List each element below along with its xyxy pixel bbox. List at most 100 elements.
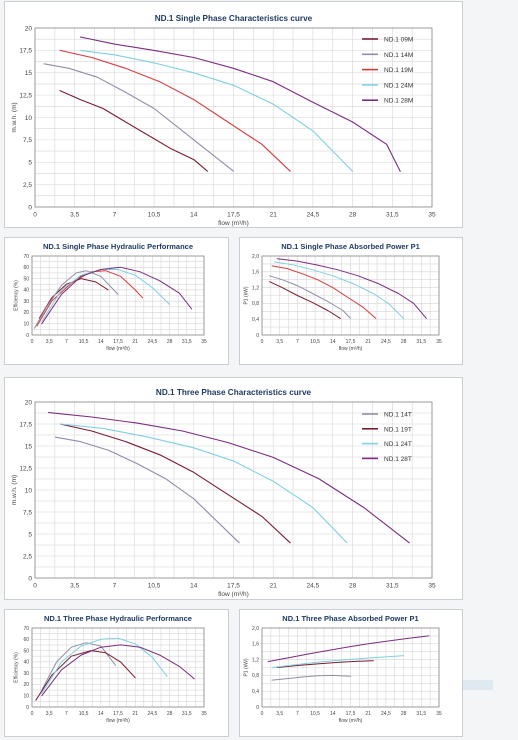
x-tick-label: 24,5 <box>148 711 158 717</box>
y-tick-label: 50 <box>23 276 29 282</box>
x-tick-label: 28 <box>167 711 173 717</box>
y-tick-label: 10 <box>25 115 33 122</box>
y-tick-label: 5 <box>28 531 32 538</box>
x-tick-label: 14 <box>190 212 198 219</box>
x-tick-label: 31,5 <box>386 212 399 219</box>
y-tick-label: 0 <box>26 705 29 711</box>
x-tick-label: 17,5 <box>113 711 123 717</box>
single-characteristics-chart: ND.1 Single Phase Characteristics curve 0… <box>11 14 436 227</box>
x-tick-label: 21 <box>365 711 371 717</box>
x-tick-label: 14 <box>330 339 336 345</box>
x-tick-label: 31,5 <box>416 711 426 717</box>
chart-title: ND.1 Three Phase Absorbed Power P1 <box>282 614 418 623</box>
x-tick-label: 0 <box>31 339 34 345</box>
legend-label: ND.1 09M <box>384 36 413 43</box>
x-tick-label: 17,5 <box>346 339 356 345</box>
x-tick-label: 14 <box>98 711 104 717</box>
legend: ND.1 09M ND.1 14M ND.1 19M ND.1 24M ND.1 28M <box>362 36 413 105</box>
plot-frame <box>261 255 440 336</box>
x-tick-label: 3,5 <box>276 339 283 345</box>
series-line-28M <box>41 266 193 325</box>
x-axis-label: flow (m³/h) <box>218 591 249 598</box>
grid <box>261 627 440 708</box>
series-line-19M <box>36 270 144 327</box>
x-tick-label: 3,5 <box>70 212 79 219</box>
x-axis-label: flow (m³/h) <box>339 718 363 724</box>
single-power-chart: ND.1 Single Phase Absorbed Power P1 0 3,5 7… <box>244 242 442 352</box>
y-tick-label: 1,6 <box>252 270 259 276</box>
x-tick-label: 14 <box>330 711 336 717</box>
legend-label: ND.1 19T <box>384 426 412 433</box>
legend-label: ND.1 24M <box>384 82 413 89</box>
y-tick-label: 17,5 <box>19 48 32 55</box>
series-line-14M <box>269 275 351 319</box>
x-tick-label: 21 <box>365 339 371 345</box>
decorative-accent-bar <box>463 680 493 690</box>
x-axis-label: flow (m³/h) <box>339 346 363 352</box>
series-line-09M <box>269 281 341 319</box>
x-tick-label: 31,5 <box>386 583 399 590</box>
x-tick-label: 28 <box>167 339 173 345</box>
x-tick-label: 35 <box>201 711 207 717</box>
x-tick-label: 35 <box>436 711 442 717</box>
series-line-14M <box>43 63 235 172</box>
series-line-14M <box>34 270 119 329</box>
x-tick-label: 10,5 <box>310 711 320 717</box>
y-axis-label: m.w.h. (m) <box>11 475 18 505</box>
series-line-19T <box>276 660 374 668</box>
x-tick-label: 17,5 <box>227 212 240 219</box>
series-line-19T <box>59 423 291 544</box>
series-line-19T <box>35 650 136 701</box>
x-tick-label: 35 <box>436 339 442 345</box>
three-characteristics-chart: ND.1 Three Phase Characteristics curve 0 3… <box>11 388 436 598</box>
x-tick-label: 0 <box>261 339 264 345</box>
y-tick-label: 0 <box>28 204 32 211</box>
series-line-28M <box>276 258 427 319</box>
plot-frame <box>34 27 433 208</box>
y-tick-label: 1,2 <box>252 285 259 291</box>
legend-label: ND.1 28M <box>384 98 413 105</box>
x-tick-label: 0 <box>33 583 37 590</box>
y-axis-label: Efficiency (%) <box>14 652 20 683</box>
y-axis-label: P1 (kW) <box>244 286 250 304</box>
y-tick-label: 20 <box>25 25 33 32</box>
x-tick-label: 35 <box>428 212 436 219</box>
y-tick-label: 12,5 <box>19 465 32 472</box>
chart-title: ND.1 Three Phase Characteristics curve <box>156 388 312 397</box>
series-line-24T <box>59 423 348 544</box>
x-tick-label: 31,5 <box>182 711 192 717</box>
x-tick-label: 0 <box>31 711 34 717</box>
chart-title: ND.1 Single Phase Absorbed Power P1 <box>281 242 420 251</box>
y-tick-label: 2,5 <box>23 182 32 189</box>
y-tick-label: 0 <box>256 333 259 339</box>
x-tick-label: 7 <box>296 339 299 345</box>
x-tick-label: 21 <box>132 711 138 717</box>
y-tick-label: 1,2 <box>252 657 259 663</box>
x-tick-label: 0 <box>33 212 37 219</box>
x-tick-label: 35 <box>201 339 207 345</box>
series-line-24T <box>41 637 168 694</box>
single-power-panel: ND.1 Single Phase Absorbed Power P1 0 3,5 7… <box>239 237 463 365</box>
y-tick-label: 0,4 <box>252 689 259 695</box>
y-tick-label: 0,4 <box>252 317 259 323</box>
x-tick-label: 28 <box>401 339 407 345</box>
y-tick-label: 0 <box>28 575 32 582</box>
plot-frame <box>34 401 433 579</box>
x-tick-label: 10,5 <box>148 212 161 219</box>
x-tick-label: 17,5 <box>346 711 356 717</box>
x-tick-label: 3,5 <box>46 339 53 345</box>
series-line-28T <box>267 635 430 663</box>
series-line-14T <box>54 436 240 544</box>
series-line-24M <box>79 49 354 172</box>
series-line-28T <box>48 412 410 544</box>
series-line-24M <box>41 269 171 322</box>
x-tick-label: 0 <box>261 711 264 717</box>
series-line-28M <box>79 36 401 172</box>
x-tick-label: 24,5 <box>307 212 320 219</box>
legend-label: ND.1 14M <box>384 52 413 59</box>
legend: ND.1 14T ND.1 19T ND.1 24T ND.1 28T <box>362 411 412 463</box>
x-tick-label: 21 <box>132 339 138 345</box>
y-tick-label: 20 <box>25 399 33 406</box>
series-line-14T <box>271 674 351 681</box>
series-line-14T <box>41 642 116 691</box>
